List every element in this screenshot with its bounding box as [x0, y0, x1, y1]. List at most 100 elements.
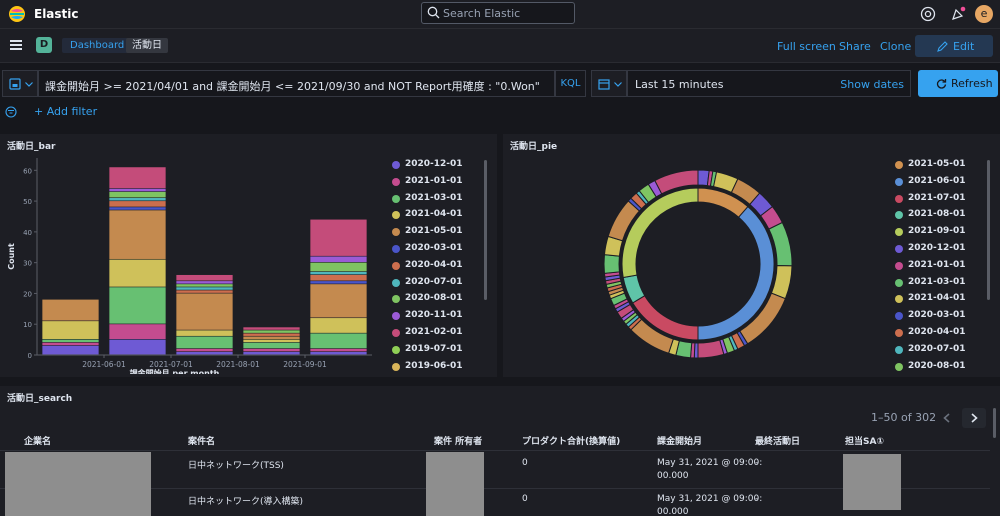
legend-label: 2020-12-01: [908, 243, 966, 253]
row-divider: [0, 488, 990, 489]
newsfeed-icon[interactable]: [950, 6, 966, 22]
x-tick-label: 2021-06-01: [82, 360, 126, 369]
legend-swatch: [895, 245, 903, 253]
legend-swatch: [392, 261, 400, 270]
bar-segment: [42, 342, 99, 346]
bar-segment: [109, 259, 166, 287]
legend-label: 2021-08-01: [908, 209, 966, 220]
y-tick-label: 10: [23, 321, 32, 329]
bar-segment: [310, 281, 367, 284]
elastic-logo-icon[interactable]: [8, 5, 26, 23]
query-input[interactable]: 課金開始月 >= 2021/04/01 and 課金開始月 <= 2021/09…: [38, 70, 555, 97]
saved-query-menu[interactable]: [2, 70, 38, 97]
panel-title: 活動日_bar: [7, 142, 56, 152]
bar-segment: [310, 219, 367, 256]
legend-swatch: [895, 312, 903, 321]
bar-segment: [176, 284, 233, 287]
bar-segment: [310, 284, 367, 318]
pie-outer-slice: [603, 254, 620, 274]
column-header[interactable]: 企業名: [24, 437, 52, 447]
global-search-input[interactable]: Search Elastic: [421, 2, 575, 24]
filter-row: + Add filter: [0, 104, 300, 120]
legend-swatch: [895, 362, 903, 371]
bar-segment: [109, 207, 166, 210]
legend-label: 2021-07-01: [908, 192, 966, 203]
bar-segment: [310, 333, 367, 349]
date-quick-menu[interactable]: [591, 70, 627, 97]
prev-page-button[interactable]: [935, 408, 959, 428]
legend-swatch: [392, 211, 400, 220]
bar-legend: 2020-12-01 2021-01-01 2021-03-01 2021-04-01…: [392, 159, 472, 379]
legend-label: 2019-06-01: [405, 360, 463, 371]
legend-label: 2021-05-01: [405, 226, 463, 237]
legend-label: 2021-01-01: [908, 259, 966, 270]
bar-segment: [109, 191, 166, 198]
legend-label: 2021-05-01: [908, 159, 966, 169]
chevron-down-icon: [25, 82, 33, 87]
legend-swatch: [895, 194, 903, 203]
bar-segment: [176, 336, 233, 349]
space-avatar[interactable]: D: [36, 37, 52, 53]
bar-segment: [109, 210, 166, 259]
header-divider: [0, 450, 990, 451]
bar-segment: [310, 318, 367, 333]
clone-button[interactable]: Clone: [880, 40, 912, 53]
breadcrumb-current: 活動日: [126, 38, 168, 53]
menu-icon[interactable]: [10, 40, 22, 50]
user-avatar[interactable]: e: [975, 5, 993, 23]
bar-segment: [42, 339, 99, 343]
filter-icon[interactable]: [5, 106, 17, 118]
help-icon[interactable]: [920, 6, 936, 22]
edit-button[interactable]: Edit: [915, 35, 993, 57]
chevron-down-icon: [614, 82, 622, 87]
calendar-icon: [598, 79, 610, 90]
legend-label: 2020-12-01: [405, 159, 463, 169]
kql-toggle[interactable]: KQL: [555, 70, 586, 97]
bar-segment: [310, 351, 367, 355]
refresh-icon: [936, 79, 947, 89]
legend-scrollbar[interactable]: [987, 160, 990, 300]
bar-segment: [176, 293, 233, 330]
time-range-text: Last 15 minutes: [635, 78, 724, 91]
legend-label: 2020-03-01: [405, 243, 463, 253]
y-tick-label: 40: [23, 229, 32, 237]
y-axis-title: Count: [7, 243, 16, 270]
breadcrumb-dashboard[interactable]: Dashboard: [62, 38, 135, 53]
table-scrollbar[interactable]: [993, 408, 996, 438]
column-header[interactable]: 案件名: [188, 437, 216, 447]
bar-segment: [310, 262, 367, 272]
show-dates-button[interactable]: Show dates: [840, 78, 904, 91]
project-name-cell[interactable]: 日中ネットワーク(TSS): [188, 461, 284, 471]
column-header[interactable]: 最終活動日: [755, 437, 801, 447]
project-name-cell[interactable]: 日中ネットワーク(導入構築): [188, 497, 304, 507]
bar-segment: [109, 198, 166, 201]
time-range-field[interactable]: Last 15 minutes Show dates: [627, 70, 911, 97]
bar-segment: [176, 281, 233, 284]
legend-scrollbar[interactable]: [484, 160, 487, 300]
full-screen-button[interactable]: Full screen: [777, 40, 836, 53]
bar-segment: [243, 336, 300, 340]
edit-label: Edit: [953, 40, 975, 53]
legend-swatch: [392, 312, 400, 321]
refresh-button[interactable]: Refresh: [918, 70, 998, 97]
legend-label: 2020-11-01: [405, 310, 463, 321]
bar-chart: 0 10 20 30 40 50 60 2021-06-01 2021-07-01 2021-08…: [7, 158, 372, 374]
breadcrumb-bar: D Dashboard 活動日 Full screen Share Clone …: [0, 29, 1000, 63]
column-header[interactable]: 案件 所有者: [434, 437, 483, 447]
y-tick-label: 60: [23, 167, 32, 175]
x-axis-title: 課金開始月 per month: [130, 368, 220, 374]
bar-segment: [176, 330, 233, 336]
share-button[interactable]: Share: [839, 40, 871, 53]
pie-outer-slice: [654, 169, 699, 195]
column-header[interactable]: 担当SA①: [845, 437, 885, 447]
legend-label: 2019-07-01: [405, 343, 463, 354]
column-header[interactable]: 課金開始月: [657, 437, 703, 447]
column-header[interactable]: プロダクト合計(換算値): [522, 437, 621, 447]
next-page-button[interactable]: [962, 408, 986, 428]
legend-label: 2020-08-01: [908, 360, 966, 371]
top-header: Elastic Search Elastic e: [0, 0, 1000, 29]
app-title: Elastic: [34, 7, 79, 21]
add-filter-button[interactable]: + Add filter: [34, 105, 98, 118]
legend-label: 2020-04-01: [908, 327, 966, 337]
bar-segment: [310, 256, 367, 263]
